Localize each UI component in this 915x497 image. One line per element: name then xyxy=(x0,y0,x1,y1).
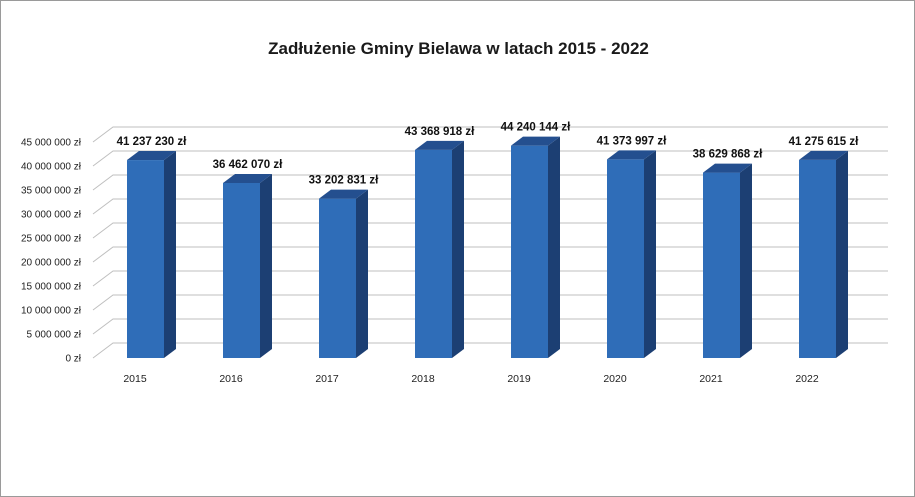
bar-side xyxy=(164,151,176,358)
bar-side xyxy=(548,136,560,358)
bar-top xyxy=(223,173,272,183)
bar-2019 xyxy=(511,136,560,358)
bar-side xyxy=(740,163,752,358)
bar-top xyxy=(703,163,752,173)
data-label: 33 202 831 zł xyxy=(309,175,380,187)
bar-top xyxy=(511,136,560,146)
bar-front xyxy=(703,172,740,358)
gridline xyxy=(92,126,888,143)
y-tick-label: 20 000 000 zł xyxy=(21,258,82,269)
gridline xyxy=(92,342,888,359)
data-label: 36 462 070 zł xyxy=(213,159,284,171)
y-tick-label: 35 000 000 zł xyxy=(21,186,82,197)
data-label: 43 368 918 zł xyxy=(405,126,476,138)
bar-2016 xyxy=(223,173,272,358)
y-tick-label: 0 zł xyxy=(65,354,81,365)
bar-front xyxy=(415,149,452,358)
x-tick-label: 2018 xyxy=(411,373,435,385)
chart-title: Zadłużenie Gminy Bielawa w latach 2015 -… xyxy=(268,39,649,58)
x-tick-label: 2021 xyxy=(699,373,723,385)
bar-top xyxy=(127,151,176,161)
bar-2017 xyxy=(319,189,368,358)
y-tick-label: 10 000 000 zł xyxy=(21,306,82,317)
gridline xyxy=(92,222,888,239)
bar-front xyxy=(799,159,836,358)
bar-2018 xyxy=(415,140,464,358)
y-tick-label: 30 000 000 zł xyxy=(21,210,82,221)
y-tick-label: 15 000 000 zł xyxy=(21,282,82,293)
bar-side xyxy=(452,140,464,358)
data-label: 41 373 997 zł xyxy=(597,135,668,147)
y-tick-label: 5 000 000 zł xyxy=(27,330,82,341)
bar-2022 xyxy=(799,150,848,358)
bar-side xyxy=(356,189,368,358)
bar-front xyxy=(223,182,260,358)
gridline xyxy=(92,318,888,335)
bar-2020 xyxy=(607,150,656,358)
bar-front xyxy=(127,160,164,358)
y-tick-label: 40 000 000 zł xyxy=(21,162,82,173)
x-tick-label: 2017 xyxy=(315,373,339,385)
data-label: 44 240 144 zł xyxy=(501,122,572,134)
bar-front xyxy=(607,159,644,358)
x-tick-label: 2022 xyxy=(795,373,819,385)
data-label: 38 629 868 zł xyxy=(693,149,764,161)
bar-side xyxy=(644,150,656,358)
bar-top xyxy=(319,189,368,199)
bar-side xyxy=(260,173,272,358)
gridline xyxy=(92,198,888,215)
x-tick-label: 2020 xyxy=(603,373,627,385)
bar-top xyxy=(607,150,656,160)
bar-2021 xyxy=(703,163,752,358)
bar-front xyxy=(319,198,356,358)
gridline xyxy=(92,174,888,191)
x-tick-label: 2016 xyxy=(219,373,243,385)
bar-top xyxy=(415,140,464,150)
x-tick-label: 2019 xyxy=(507,373,531,385)
bar-side xyxy=(836,150,848,358)
gridline xyxy=(92,294,888,311)
data-label: 41 275 615 zł xyxy=(789,136,860,148)
y-tick-label: 25 000 000 zł xyxy=(21,234,82,245)
y-tick-label: 45 000 000 zł xyxy=(21,138,82,149)
data-label: 41 237 230 zł xyxy=(117,136,188,148)
x-tick-label: 2015 xyxy=(123,373,147,385)
bar-top xyxy=(799,150,848,160)
gridline xyxy=(92,246,888,263)
gridline xyxy=(92,270,888,287)
bar-front xyxy=(511,145,548,358)
bar-2015 xyxy=(127,151,176,358)
